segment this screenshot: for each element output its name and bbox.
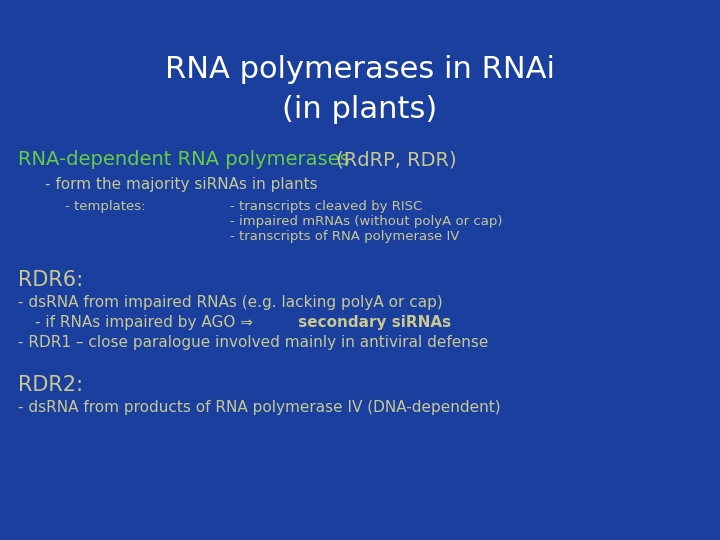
Text: RNA polymerases in RNAi: RNA polymerases in RNAi — [165, 55, 555, 84]
Text: RDR2:: RDR2: — [18, 375, 83, 395]
Text: - impaired mRNAs (without polyA or cap): - impaired mRNAs (without polyA or cap) — [230, 215, 503, 228]
Text: - dsRNA from impaired RNAs (e.g. lacking polyA or cap): - dsRNA from impaired RNAs (e.g. lacking… — [18, 295, 443, 310]
Text: RNA-dependent RNA polymerases: RNA-dependent RNA polymerases — [18, 150, 350, 169]
Text: - RDR1 – close paralogue involved mainly in antiviral defense: - RDR1 – close paralogue involved mainly… — [18, 335, 488, 350]
Text: - transcripts of RNA polymerase IV: - transcripts of RNA polymerase IV — [230, 230, 459, 243]
Text: (in plants): (in plants) — [282, 95, 438, 124]
Text: - transcripts cleaved by RISC: - transcripts cleaved by RISC — [230, 200, 422, 213]
Text: secondary siRNAs: secondary siRNAs — [293, 315, 451, 330]
Text: (Rd​RP, RDR): (Rd​RP, RDR) — [330, 150, 456, 169]
Text: - if RNAs impaired by AGO ⇒: - if RNAs impaired by AGO ⇒ — [35, 315, 253, 330]
Text: - templates:: - templates: — [65, 200, 145, 213]
Text: - form the majority siRNAs in plants: - form the majority siRNAs in plants — [45, 177, 318, 192]
Text: RDR6:: RDR6: — [18, 270, 83, 290]
Text: - dsRNA from products of RNA polymerase IV (DNA-dependent): - dsRNA from products of RNA polymerase … — [18, 400, 500, 415]
